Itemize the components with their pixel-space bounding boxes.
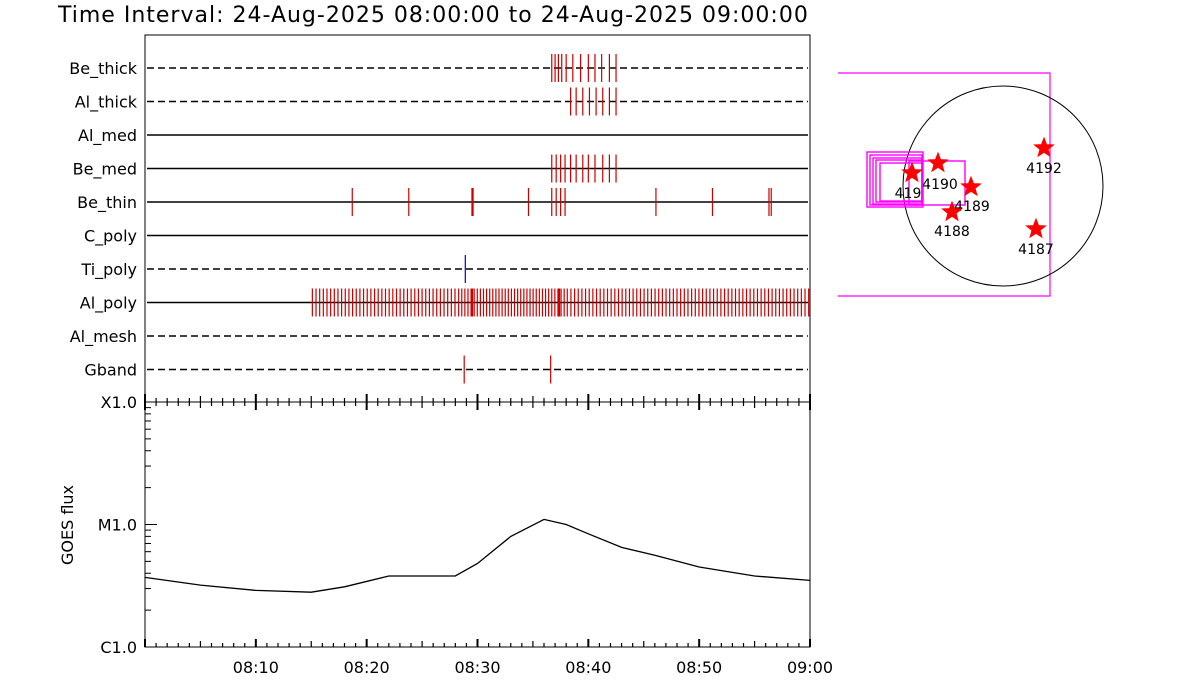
channel-label: Ti_poly	[80, 260, 137, 280]
active-region-label: 4187	[1018, 242, 1054, 258]
channel-group: Be_thick Al_thick Al_med Be_med Be_thin C_pol…	[69, 54, 810, 384]
channel-al_med: Al_med	[78, 126, 808, 146]
goes-panel	[144, 401, 811, 648]
x-tick-label: 09:00	[787, 658, 833, 677]
y-tick-label: X1.0	[101, 393, 137, 412]
active-region-label: 4189	[954, 199, 990, 215]
active-region-4187: 4187	[1018, 217, 1054, 258]
y-tick-label: M1.0	[98, 516, 137, 535]
active-region-label: 4188	[934, 224, 970, 240]
star-icon	[1033, 136, 1055, 158]
channel-be_thick: Be_thick	[69, 54, 808, 82]
active-region-4192: 4192	[1026, 136, 1062, 177]
x-tick-label: 08:50	[676, 658, 722, 677]
goes-ylabel: GOES flux	[58, 485, 77, 565]
channel-al_poly: Al_poly	[80, 288, 810, 317]
active-region-419: 419	[895, 161, 923, 202]
star-icon	[941, 200, 963, 222]
channel-label: Al_mesh	[70, 327, 137, 347]
star-icon	[927, 151, 949, 173]
x-tick-label: 08:20	[344, 658, 390, 677]
star-icon	[901, 161, 923, 183]
channel-label: Al_thick	[75, 93, 138, 113]
active-region-group: 4192 4190 4189 4188 4187 419	[895, 136, 1062, 258]
channel-label: Al_poly	[80, 294, 137, 314]
x-tick-label: 08:30	[454, 658, 500, 677]
sun-map: 4192 4190 4189 4188 4187 419	[838, 72, 1104, 297]
goes-flux-line	[144, 518, 811, 593]
channel-be_med: Be_med	[73, 154, 808, 183]
x-tick-labels: 08:10 08:20 08:30 08:40 08:50 09:00	[233, 658, 833, 677]
channel-label: Al_med	[78, 126, 137, 146]
channel-gband: Gband	[84, 355, 808, 384]
channel-ti_poly: Ti_poly	[80, 255, 808, 283]
x-tick-label: 08:10	[233, 658, 279, 677]
channel-label: Be_thin	[77, 193, 137, 213]
channel-c_poly: C_poly	[84, 227, 808, 247]
channel-label: C_poly	[84, 227, 137, 247]
active-region-4189: 4189	[954, 175, 990, 215]
channel-be_thin: Be_thin	[77, 188, 808, 216]
channel-label: Gband	[84, 361, 137, 380]
page-title: Time Interval: 24-Aug-2025 08:00:00 to 2…	[58, 3, 809, 28]
active-region-label: 4190	[922, 177, 958, 193]
y-tick-label: C1.0	[100, 638, 137, 657]
channel-al_mesh: Al_mesh	[70, 327, 808, 347]
timeline-ticks	[144, 394, 811, 647]
channel-label: Be_thick	[69, 59, 137, 79]
channel-label: Be_med	[73, 160, 137, 180]
active-region-4190: 4190	[922, 151, 958, 193]
active-region-label: 419	[895, 186, 922, 202]
star-icon	[1025, 217, 1047, 239]
goes-axes: C1.0 M1.0 X1.0	[98, 393, 157, 657]
solar-disk	[902, 85, 1104, 287]
active-region-label: 4192	[1026, 161, 1062, 177]
x-tick-label: 08:40	[565, 658, 611, 677]
fov-outline	[838, 72, 1051, 297]
timeline-panel	[144, 34, 811, 403]
star-icon	[960, 175, 982, 197]
channel-al_thick: Al_thick	[75, 87, 808, 116]
active-region-4188: 4188	[934, 200, 970, 240]
